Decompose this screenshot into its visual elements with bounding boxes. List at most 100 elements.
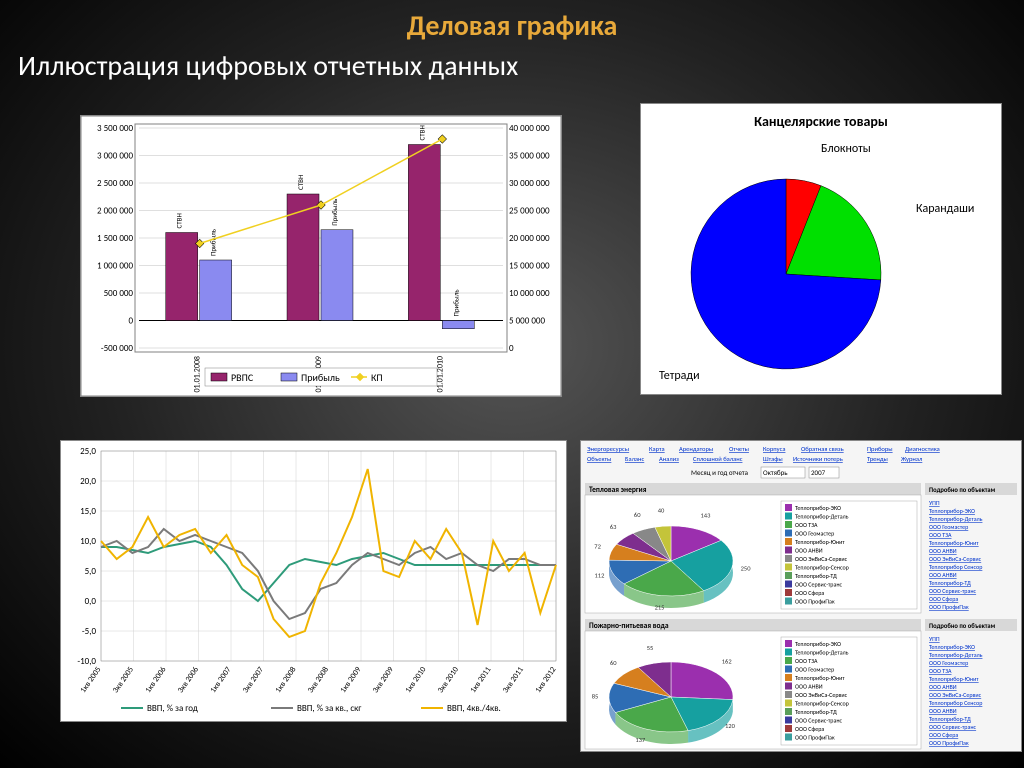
svg-text:УПП: УПП (929, 499, 940, 507)
svg-text:ООО ЭнВиСа-Сервис: ООО ЭнВиСа-Сервис (795, 555, 848, 563)
svg-text:112: 112 (595, 572, 606, 580)
svg-text:Канцелярские товары: Канцелярские товары (754, 113, 888, 130)
svg-text:Теплоприбор Сенсор: Теплоприбор Сенсор (929, 563, 982, 571)
svg-text:40 000 000: 40 000 000 (509, 123, 550, 134)
svg-text:Обратная связь: Обратная связь (801, 445, 844, 453)
svg-text:Теплоприбор-Сенсор: Теплоприбор-Сенсор (795, 700, 849, 708)
svg-text:Тепловая энергия: Тепловая энергия (589, 486, 647, 495)
svg-text:5 000 000: 5 000 000 (509, 316, 545, 327)
svg-text:Теплоприбор-Деталь: Теплоприбор-Деталь (795, 513, 849, 521)
svg-text:10 000 000: 10 000 000 (509, 288, 550, 299)
svg-text:40: 40 (658, 506, 665, 514)
svg-text:ООО ТЗА: ООО ТЗА (929, 531, 952, 539)
svg-text:Объекты: Объекты (587, 455, 611, 463)
svg-text:3 000 000: 3 000 000 (97, 151, 133, 162)
svg-text:Октябрь: Октябрь (763, 468, 788, 477)
svg-text:Теплоприбор-Деталь: Теплоприбор-Деталь (929, 651, 983, 659)
svg-text:ООО Геомастер: ООО Геомастер (929, 659, 968, 667)
svg-text:ООО Сфера: ООО Сфера (929, 595, 958, 603)
svg-text:ООО Геомастер: ООО Геомастер (929, 523, 968, 531)
svg-text:ООО Сервис-транс: ООО Сервис-транс (795, 581, 843, 589)
svg-text:ООО ТЗА: ООО ТЗА (795, 521, 818, 529)
svg-text:Пожарно-питьевая вода: Пожарно-питьевая вода (589, 622, 669, 631)
svg-text:Корпуса: Корпуса (763, 445, 785, 453)
svg-text:Теплоприбор-ТД: Теплоприбор-ТД (929, 579, 971, 587)
svg-text:ООО Сервис-транс: ООО Сервис-транс (795, 717, 843, 725)
svg-text:ООО ЭнВиСа-Сервис: ООО ЭнВиСа-Сервис (795, 691, 848, 699)
svg-text:215: 215 (655, 603, 665, 611)
svg-text:ООО ПрофиПак: ООО ПрофиПак (795, 598, 835, 606)
svg-text:0: 0 (509, 343, 514, 354)
svg-text:120: 120 (725, 722, 736, 730)
svg-text:85: 85 (592, 692, 599, 700)
svg-text:Карандаши: Карандаши (916, 202, 974, 216)
svg-text:Источники потерь: Источники потерь (793, 455, 843, 463)
svg-text:Теплоприбор-ЭКО: Теплоприбор-ЭКО (929, 643, 975, 651)
svg-text:Теплоприбор-ТД: Теплоприбор-ТД (795, 708, 837, 716)
svg-text:-500 000: -500 000 (101, 343, 134, 354)
svg-text:0,0: 0,0 (85, 596, 97, 607)
svg-text:ООО ТЗА: ООО ТЗА (795, 657, 818, 665)
svg-text:Подробно по объектам: Подробно по объектам (929, 486, 996, 494)
svg-text:250: 250 (741, 564, 752, 572)
svg-text:ВВП, % за кв., скг: ВВП, % за кв., скг (297, 703, 362, 714)
svg-text:Теплоприбор-ТД: Теплоприбор-ТД (929, 715, 971, 723)
svg-text:УПП: УПП (929, 635, 940, 643)
svg-text:Теплоприбор-ЭКО: Теплоприбор-ЭКО (795, 504, 841, 512)
svg-text:Теплоприбор-Юнит: Теплоприбор-Юнит (795, 674, 845, 682)
svg-text:ООО АНВИ: ООО АНВИ (795, 547, 823, 555)
svg-text:Теплоприбор-ЭКО: Теплоприбор-ЭКО (795, 640, 841, 648)
svg-text:2 500 000: 2 500 000 (97, 178, 133, 189)
svg-text:СТВН: СТВН (296, 175, 305, 190)
svg-text:10,0: 10,0 (80, 536, 96, 547)
svg-text:Теплоприбор-Юнит: Теплоприбор-Юнит (795, 538, 845, 546)
svg-text:Энергоресурсы: Энергоресурсы (587, 445, 629, 453)
svg-text:25,0: 25,0 (80, 446, 96, 457)
svg-text:63: 63 (610, 523, 617, 531)
svg-text:ООО ПрофиПак: ООО ПрофиПак (795, 734, 835, 742)
svg-text:2 000 000: 2 000 000 (97, 206, 133, 217)
svg-text:ООО Геомастер: ООО Геомастер (795, 530, 834, 538)
slide-subtitle: Иллюстрация цифровых отчетных данных (18, 48, 518, 83)
svg-text:Арендаторы: Арендаторы (679, 445, 713, 453)
svg-text:Прибыль: Прибыль (330, 198, 339, 226)
svg-text:Теплоприбор-Деталь: Теплоприбор-Деталь (929, 515, 983, 523)
svg-text:КП: КП (371, 371, 383, 384)
svg-text:Баланс: Баланс (625, 455, 645, 463)
svg-text:Тетради: Тетради (659, 369, 700, 383)
svg-text:20,0: 20,0 (80, 476, 96, 487)
svg-text:Отчеты: Отчеты (729, 445, 749, 453)
svg-text:01.01.2008: 01.01.2008 (193, 356, 203, 392)
svg-text:Штафы: Штафы (763, 455, 783, 463)
svg-text:ООО ЭнВиСа-Сервис: ООО ЭнВиСа-Сервис (929, 691, 982, 699)
svg-text:ООО Сервис-транс: ООО Сервис-транс (929, 587, 977, 595)
svg-text:1 000 000: 1 000 000 (97, 261, 133, 272)
svg-text:0: 0 (128, 316, 133, 327)
svg-text:Теплоприбор-Деталь: Теплоприбор-Деталь (795, 649, 849, 657)
pie-chart: Канцелярские товары Блокноты Карандаши Тетр… (641, 104, 1001, 394)
line-chart: -10,0-5,00,05,010,015,020,025,01кв 20053… (61, 441, 566, 721)
svg-text:ООО Сервис-транс: ООО Сервис-транс (929, 723, 977, 731)
svg-text:ООО АНВИ: ООО АНВИ (929, 571, 957, 579)
svg-text:500 000: 500 000 (104, 288, 134, 299)
svg-text:30 000 000: 30 000 000 (509, 178, 550, 189)
svg-text:Анализ: Анализ (659, 455, 679, 463)
svg-text:ООО ТЗА: ООО ТЗА (929, 667, 952, 675)
dashboard: ЭнергоресурсыКартаАрендаторыОтчетыКорпус… (581, 441, 1021, 751)
svg-text:Прибыль: Прибыль (209, 228, 218, 256)
dashboard-panel: ЭнергоресурсыКартаАрендаторыОтчетыКорпус… (580, 440, 1022, 752)
svg-text:Блокноты: Блокноты (821, 142, 871, 156)
svg-text:ООО Сфера: ООО Сфера (795, 589, 824, 597)
svg-text:Сплошной баланс: Сплошной баланс (693, 455, 743, 463)
svg-text:СТВН: СТВН (175, 213, 184, 228)
svg-text:137: 137 (635, 736, 646, 744)
svg-text:ВВП, 4кв./4кв.: ВВП, 4кв./4кв. (447, 703, 501, 714)
svg-text:ООО ЭнВиСа-Сервис: ООО ЭнВиСа-Сервис (929, 555, 982, 563)
slide-title: Деловая графика (0, 8, 1024, 43)
svg-text:20 000 000: 20 000 000 (509, 233, 550, 244)
svg-text:25 000 000: 25 000 000 (509, 206, 550, 217)
svg-text:ООО ПрофиПак: ООО ПрофиПак (929, 739, 969, 747)
svg-text:ООО Сфера: ООО Сфера (795, 725, 824, 733)
svg-text:143: 143 (701, 511, 712, 519)
svg-text:5,0: 5,0 (85, 566, 97, 577)
